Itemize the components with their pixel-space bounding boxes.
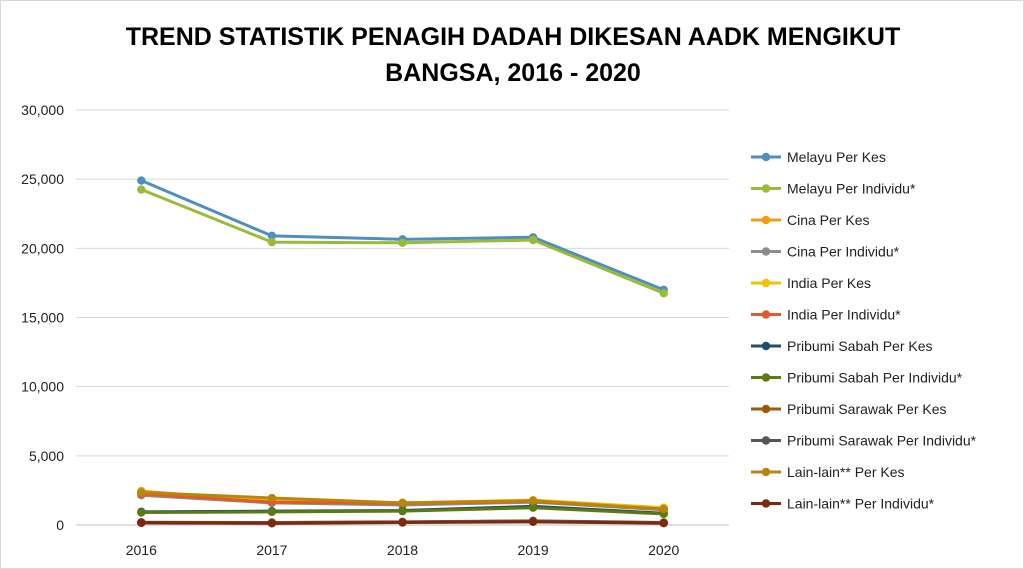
data-point (267, 519, 277, 528)
axes: 0 5,000 10,000 15,000 20,000 25,000 30,000 2016… (21, 102, 729, 558)
data-point (137, 518, 146, 528)
legend-label: Cina Per Individu* (787, 244, 900, 260)
x-tick-label: 2019 (518, 542, 549, 558)
legend-entry: Pribumi Sarawak Per Individu* (751, 433, 977, 449)
y-tick-label: 15,000 (21, 310, 64, 326)
data-point (137, 185, 146, 194)
data-point (137, 176, 146, 185)
x-tick-label: 2016 (126, 542, 157, 558)
data-point (659, 504, 668, 514)
chart-title-line-2: BANGSA, 2016 - 2020 (385, 59, 641, 87)
legend-label: Pribumi Sarawak Per Individu* (787, 433, 977, 449)
series-10 (137, 488, 668, 514)
y-tick-label: 10,000 (21, 379, 64, 395)
legend-label: Pribumi Sabah Per Individu* (787, 370, 963, 386)
series-7 (137, 503, 668, 519)
legend-swatch-marker (761, 436, 771, 445)
data-point (528, 517, 538, 527)
legend-swatch-marker (761, 184, 771, 193)
legend-label: Pribumi Sabah Per Kes (787, 338, 933, 354)
legend-swatch-marker (761, 152, 771, 162)
gridlines (76, 109, 729, 457)
legend-swatch-marker (761, 373, 771, 382)
data-point (659, 289, 668, 298)
legend-entry: Melayu Per Kes (751, 149, 886, 165)
series-0 (137, 176, 668, 295)
legend-label: Pribumi Sarawak Per Kes (787, 401, 947, 417)
legend-label: Lain-lain** Per Kes (787, 464, 905, 480)
legend-entry: Cina Per Individu* (751, 244, 900, 260)
legend-swatch-marker (761, 404, 771, 414)
legend-swatch-marker (761, 467, 771, 477)
x-tick-label: 2017 (256, 542, 287, 558)
data-point (398, 498, 407, 508)
y-tick-label: 5,000 (29, 448, 64, 464)
data-point (528, 503, 538, 512)
data-point (137, 508, 146, 517)
x-tick-label: 2020 (648, 542, 679, 558)
data-point (398, 238, 407, 247)
data-point (398, 518, 407, 527)
legend-swatch-marker (761, 215, 771, 225)
legend-entry: Melayu Per Individu* (751, 181, 916, 197)
legend-entry: Lain-lain** Per Individu* (751, 496, 935, 512)
legend-entry: Lain-lain** Per Kes (751, 464, 905, 480)
legend-label: Melayu Per Individu* (787, 181, 916, 197)
legend-label: India Per Individu* (787, 307, 901, 323)
data-point (267, 237, 277, 247)
legend-swatch-marker (761, 310, 771, 319)
data-point (398, 506, 407, 516)
legend-swatch-marker (761, 341, 771, 351)
series-group (137, 176, 668, 528)
x-tick-label: 2018 (387, 542, 418, 558)
legend-swatch-marker (761, 499, 771, 508)
data-point (528, 235, 538, 245)
y-tick-label: 25,000 (21, 171, 64, 187)
data-point (267, 507, 277, 517)
series-1 (137, 185, 668, 298)
legend-swatch-marker (761, 247, 771, 256)
series-11 (137, 517, 668, 528)
y-tick-label: 20,000 (21, 240, 64, 256)
legend-swatch-marker (761, 278, 771, 288)
y-tick-label: 30,000 (21, 102, 64, 118)
data-point (267, 493, 277, 503)
legend-label: Lain-lain** Per Individu* (787, 496, 935, 512)
legend-entry: Cina Per Kes (751, 212, 869, 228)
legend-entry: India Per Individu* (751, 307, 901, 323)
legend-label: Melayu Per Kes (787, 149, 886, 165)
legend-entry: India Per Kes (751, 275, 871, 291)
data-point (528, 496, 538, 505)
y-tick-label: 0 (56, 517, 64, 533)
legend-label: India Per Kes (787, 275, 871, 291)
legend-entry: Pribumi Sarawak Per Kes (751, 401, 947, 417)
chart-title-line-1: TREND STATISTIK PENAGIH DADAH DIKESAN AA… (126, 23, 901, 51)
data-point (137, 488, 146, 497)
legend-entry: Pribumi Sabah Per Individu* (751, 370, 963, 386)
legend-label: Cina Per Kes (787, 212, 869, 228)
legend: Melayu Per Kes Melayu Per Individu* Cina P… (751, 149, 977, 512)
legend-entry: Pribumi Sabah Per Kes (751, 338, 933, 354)
data-point (267, 231, 277, 241)
data-point (659, 519, 668, 528)
